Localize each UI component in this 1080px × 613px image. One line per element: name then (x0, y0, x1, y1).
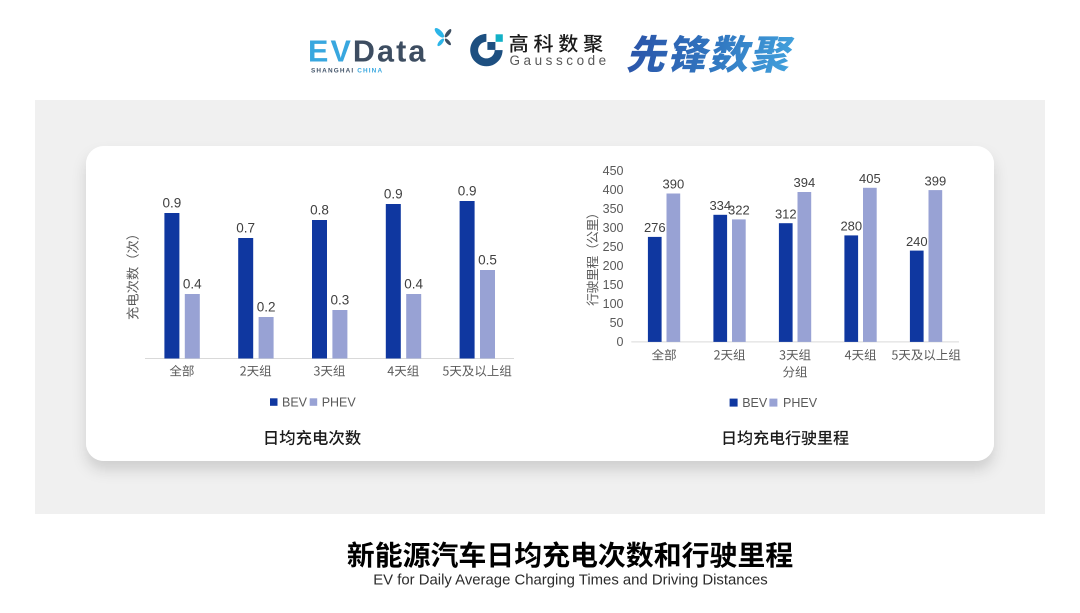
svg-text:EV for Daily Average Charging: EV for Daily Average Charging Times and … (373, 573, 768, 589)
svg-text:PHEV: PHEV (783, 396, 818, 410)
svg-text:Gausscode: Gausscode (510, 53, 610, 68)
svg-text:0.2: 0.2 (257, 300, 276, 315)
svg-text:334: 334 (709, 198, 731, 213)
svg-text:405: 405 (859, 171, 881, 186)
svg-text:BEV: BEV (282, 396, 308, 410)
svg-text:200: 200 (603, 259, 624, 273)
svg-text:0.9: 0.9 (163, 196, 182, 211)
svg-text:150: 150 (603, 278, 624, 292)
svg-text:0.9: 0.9 (384, 187, 403, 202)
svg-text:0.9: 0.9 (458, 184, 477, 199)
svg-text:50: 50 (610, 316, 624, 330)
svg-text:312: 312 (775, 206, 797, 221)
svg-text:BEV: BEV (742, 396, 768, 410)
svg-text:100: 100 (603, 297, 624, 311)
svg-text:0.8: 0.8 (310, 203, 329, 218)
svg-text:0.7: 0.7 (236, 221, 255, 236)
svg-text:400: 400 (603, 183, 624, 197)
svg-text:276: 276 (644, 220, 666, 235)
svg-text:0.4: 0.4 (404, 277, 423, 292)
svg-text:390: 390 (663, 177, 685, 192)
svg-text:394: 394 (794, 175, 816, 190)
svg-text:322: 322 (728, 203, 750, 218)
svg-text:0.3: 0.3 (331, 293, 350, 308)
svg-text:250: 250 (603, 240, 624, 254)
svg-text:300: 300 (603, 221, 624, 235)
svg-text:0.4: 0.4 (183, 277, 202, 292)
svg-text:SHANGHAI CHINA: SHANGHAI CHINA (311, 68, 383, 75)
svg-text:350: 350 (603, 202, 624, 216)
svg-text:240: 240 (906, 234, 928, 249)
svg-text:0.5: 0.5 (478, 253, 497, 268)
svg-text:280: 280 (840, 219, 862, 234)
svg-text:450: 450 (603, 164, 624, 178)
svg-text:399: 399 (925, 173, 947, 188)
svg-text:0: 0 (617, 335, 624, 349)
svg-text:EVData: EVData (308, 34, 427, 68)
svg-text:PHEV: PHEV (322, 396, 357, 410)
